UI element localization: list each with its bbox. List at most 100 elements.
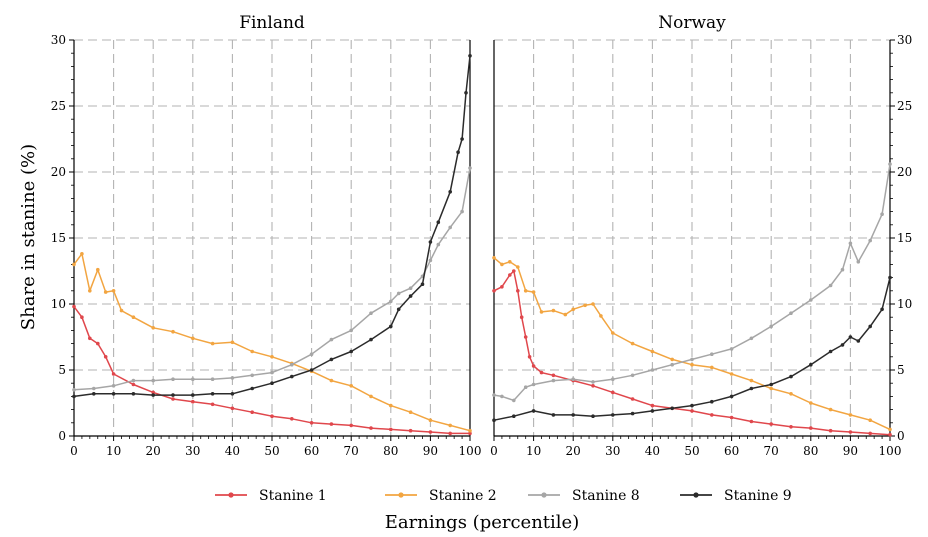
finland-stanine-8-point	[270, 370, 274, 375]
finland-stanine-8-point	[428, 258, 433, 263]
finland-stanine-9-point	[349, 349, 354, 354]
x-tick-label: 0	[70, 444, 78, 458]
finland-stanine-2-point	[96, 267, 100, 272]
x-tick-label: 100	[879, 444, 902, 458]
norway-stanine-1-point	[868, 431, 872, 436]
finland-stanine-9-point	[428, 240, 433, 244]
finland-stanine-8-point	[349, 328, 354, 333]
finland-stanine-1-point	[290, 417, 294, 421]
norway-stanine-1-point	[789, 425, 793, 429]
finland-stanine-2-point	[448, 423, 453, 428]
x-tick-label: 60	[724, 444, 739, 458]
x-tick-label: 80	[383, 444, 398, 458]
norway-stanine-9-point	[611, 413, 615, 417]
finland-stanine-1-point	[250, 410, 254, 415]
finland-stanine-1-point	[210, 402, 215, 407]
norway-stanine-2-point	[729, 372, 734, 376]
finland-stanine-9-point	[420, 282, 425, 287]
y-tick-label: 30	[897, 33, 912, 47]
norway-stanine-2-point	[539, 310, 544, 314]
norway-stanine-2-point	[690, 362, 694, 367]
x-tick-label: 50	[264, 444, 279, 458]
norway-stanine-8-point	[670, 362, 674, 367]
finland-stanine-9-point	[270, 381, 274, 386]
finland-stanine-1-point	[230, 406, 235, 411]
finland-stanine-2-point	[103, 290, 108, 294]
norway-stanine-1-point	[512, 269, 516, 273]
finland-stanine-2-point	[408, 410, 413, 415]
finland-stanine-9-point	[92, 392, 96, 396]
x-tick-label: 60	[304, 444, 319, 458]
finland-stanine-8-point	[191, 377, 195, 382]
x-tick-label: 30	[185, 444, 200, 458]
norway-stanine-9-point	[888, 275, 892, 280]
norway-stanine-1-point	[531, 364, 536, 368]
x-tick-label: 20	[566, 444, 581, 458]
norway-stanine-1-point	[888, 432, 892, 437]
finland-stanine-1-point	[103, 355, 108, 359]
finland-stanine-9-point	[309, 368, 314, 372]
norway-stanine-9-point	[551, 413, 556, 417]
finland-stanine-8-point	[111, 384, 116, 388]
finland-stanine-2-point	[151, 326, 155, 330]
y-tick-label: 15	[897, 231, 912, 245]
norway-stanine-2-point	[599, 314, 603, 318]
norway-stanine-9-point	[828, 349, 833, 354]
finland-stanine-8-point	[329, 337, 334, 342]
norway-stanine-1-point	[809, 426, 813, 430]
legend: Stanine 1 Stanine 2 Stanine 8 Stanine 9	[215, 488, 792, 504]
norway-stanine-9-point	[710, 399, 714, 404]
y-tick-label: 20	[51, 165, 66, 179]
norway-stanine-9-point	[856, 339, 861, 343]
norway-stanine-2-point	[868, 418, 872, 423]
finland-stanine-8-point	[171, 377, 175, 382]
x-tick-label: 40	[225, 444, 240, 458]
norway-stanine-2-point	[500, 262, 504, 267]
finland-stanine-1-point	[408, 428, 413, 433]
norway-stanine-2-point	[508, 260, 512, 264]
finland-stanine-9-point	[131, 392, 136, 396]
norway-stanine-1-point	[630, 397, 635, 401]
norway-stanine-1-line	[493, 270, 891, 436]
finland-stanine-8-point	[460, 209, 464, 214]
norway-stanine-8-point	[531, 382, 536, 387]
x-tick-label: 90	[843, 444, 858, 458]
norway-stanine-2-point	[492, 255, 496, 260]
finland-stanine-1-point	[88, 336, 92, 341]
panel-finland: 0 10 20 30 40 50 60 70 80 90 100 0 5 10 15 20 25 30	[51, 33, 482, 458]
finland-stanine-9-point	[151, 393, 155, 397]
x-tick-label: 40	[645, 444, 660, 458]
x-tick-label: 80	[803, 444, 818, 458]
norway-stanine-2-line	[493, 257, 891, 431]
x-tick-label: 50	[684, 444, 699, 458]
finland-stanine-8-point	[448, 225, 453, 230]
y-tick-label: 5	[58, 363, 66, 377]
finland-stanine-9-point	[468, 54, 472, 58]
finland-stanine-2-point	[131, 315, 136, 320]
finland-stanine-2-point	[369, 394, 373, 399]
norway-stanine-8-point	[868, 238, 872, 243]
norway-stanine-1-point	[492, 289, 496, 293]
y-tick-label: 5	[897, 363, 905, 377]
norway-stanine-2-point	[670, 357, 674, 362]
finland-stanine-2-point	[210, 341, 215, 346]
x-tick-label: 70	[344, 444, 359, 458]
norway-stanine-1-point	[539, 370, 544, 375]
norway-stanine-8-point	[650, 368, 655, 372]
finland-stanine-9-point	[396, 307, 401, 312]
x-tick-label: 20	[146, 444, 161, 458]
norway-stanine-9-point	[670, 406, 674, 411]
norway-stanine-8-point	[840, 267, 845, 272]
y-tick-label: 25	[51, 99, 66, 113]
norway-stanine-1-point	[769, 422, 773, 426]
y-tick-label: 20	[897, 165, 912, 179]
norway-stanine-8-point	[611, 377, 615, 382]
norway-stanine-8-point	[551, 378, 556, 383]
finland-stanine-2-point	[349, 384, 354, 388]
norway-stanine-9-point	[650, 409, 655, 413]
finland-stanine-1-point	[270, 414, 274, 419]
finland-stanine-8-point	[72, 388, 76, 392]
x-tick-label: 100	[459, 444, 482, 458]
